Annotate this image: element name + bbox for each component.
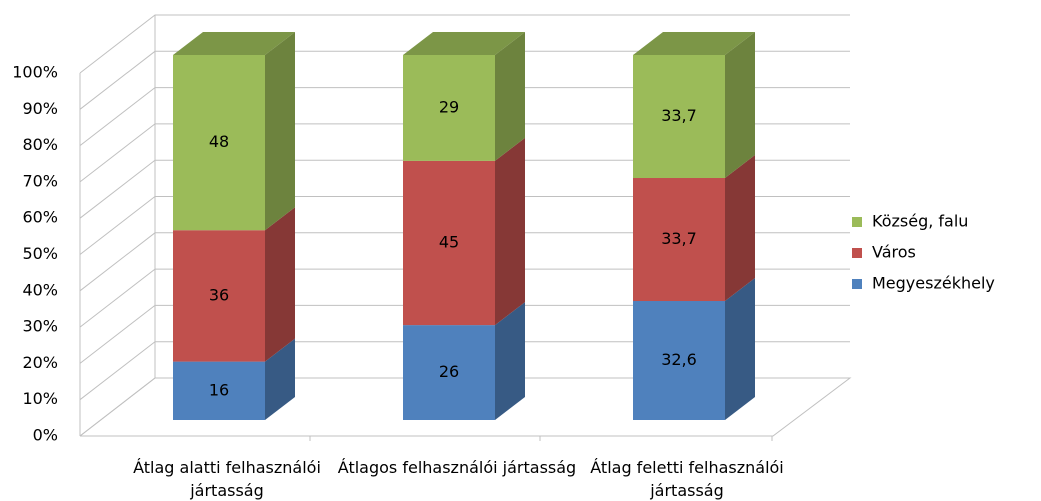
y-tick-label: 10% bbox=[22, 389, 58, 408]
grid-line bbox=[79, 232, 850, 292]
y-tick-label: 80% bbox=[22, 135, 58, 154]
bar-side bbox=[495, 137, 525, 326]
y-tick-label: 40% bbox=[22, 280, 58, 299]
bar-segment bbox=[403, 55, 495, 161]
bar-segment bbox=[173, 230, 265, 362]
y-tick-label: 0% bbox=[33, 426, 58, 445]
data-label: 48 bbox=[209, 132, 229, 151]
y-tick-label: 50% bbox=[22, 244, 58, 263]
x-tick-label: Átlag feletti felhasználói jártasság bbox=[590, 458, 784, 500]
data-label: 32,6 bbox=[661, 350, 697, 369]
grid-line bbox=[79, 50, 850, 110]
bar-segment bbox=[633, 55, 725, 179]
grid-line bbox=[79, 196, 850, 255]
y-tick-label: 30% bbox=[22, 317, 58, 336]
y-tick-label: 100% bbox=[12, 63, 58, 82]
bar-segment bbox=[633, 301, 725, 420]
bar-side bbox=[265, 207, 295, 362]
data-label: 29 bbox=[439, 97, 459, 116]
data-label: 45 bbox=[439, 232, 459, 251]
x-tick-label: Átlag alatti felhasználói jártasság bbox=[133, 458, 321, 500]
data-label: 26 bbox=[439, 362, 459, 381]
data-label: 33,7 bbox=[661, 229, 697, 248]
y-tick-label: 20% bbox=[22, 353, 58, 372]
data-label: 16 bbox=[209, 380, 229, 399]
y-tick-label: 60% bbox=[22, 208, 58, 227]
bar-side bbox=[265, 32, 295, 231]
grid-line bbox=[79, 377, 850, 437]
bar-top bbox=[173, 32, 295, 55]
bar-side bbox=[725, 278, 755, 420]
bar-top bbox=[633, 32, 755, 55]
data-label: 33,7 bbox=[661, 106, 697, 125]
data-label: 36 bbox=[209, 285, 229, 304]
legend-swatch bbox=[852, 248, 862, 258]
grid-line bbox=[79, 14, 850, 74]
bar-side bbox=[725, 155, 755, 302]
legend-swatch bbox=[852, 279, 862, 289]
grid-line bbox=[79, 268, 850, 328]
legend-swatch bbox=[852, 217, 862, 227]
grid-line bbox=[79, 159, 850, 219]
bar-segment bbox=[403, 325, 495, 420]
legend-label: Város bbox=[872, 243, 916, 262]
bar-segment bbox=[633, 178, 725, 302]
legend-label: Megyeszékhely bbox=[872, 274, 995, 293]
y-tick-label: 70% bbox=[22, 171, 58, 190]
bar-side bbox=[725, 32, 755, 179]
bar-segment bbox=[173, 55, 265, 231]
bar-side bbox=[265, 338, 295, 420]
bar-segment bbox=[173, 361, 265, 420]
bar-side bbox=[495, 302, 525, 420]
y-tick-label: 90% bbox=[22, 99, 58, 118]
bar-top bbox=[403, 32, 525, 55]
grid-line bbox=[79, 341, 850, 401]
legend-label: Község, falu bbox=[872, 212, 968, 231]
grid-line bbox=[79, 304, 850, 364]
grid-line bbox=[79, 123, 850, 183]
grid-line bbox=[79, 87, 850, 146]
bar-segment bbox=[403, 160, 495, 326]
bar-side bbox=[495, 32, 525, 161]
x-tick-label: Átlagos felhasználói jártasság bbox=[337, 458, 577, 477]
